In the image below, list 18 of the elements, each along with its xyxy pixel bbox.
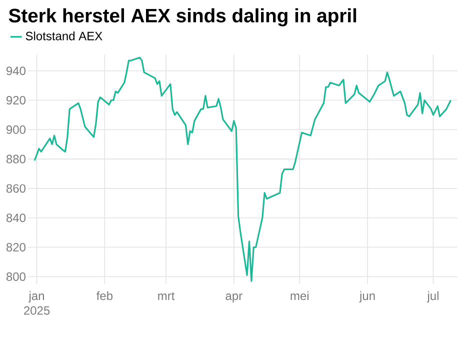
x-tick-label: jul [426, 291, 438, 302]
y-tick-label: 820 [6, 242, 26, 252]
x-tick-label: apr [226, 294, 242, 302]
legend-label: Slotstand AEX [26, 31, 102, 40]
x-tick-label: mrt [158, 292, 175, 300]
x-tick-label: feb [96, 291, 113, 300]
x-tick-label: jun [359, 291, 375, 302]
y-tick-label: 900 [6, 125, 26, 134]
y-tick-label: 920 [6, 96, 26, 104]
y-tick-label: 880 [6, 154, 26, 164]
line-series [34, 56, 452, 282]
chart-title: Sterk herstel AEX sinds daling in april [8, 8, 356, 26]
y-tick-label: 940 [6, 66, 26, 76]
y-tick-label: 860 [6, 184, 26, 193]
y-tick-label: 800 [6, 272, 26, 281]
x-tick-label: mei [290, 291, 308, 300]
y-tick-label: 840 [6, 214, 26, 222]
x-tick-label: jan 2025 [24, 291, 50, 315]
